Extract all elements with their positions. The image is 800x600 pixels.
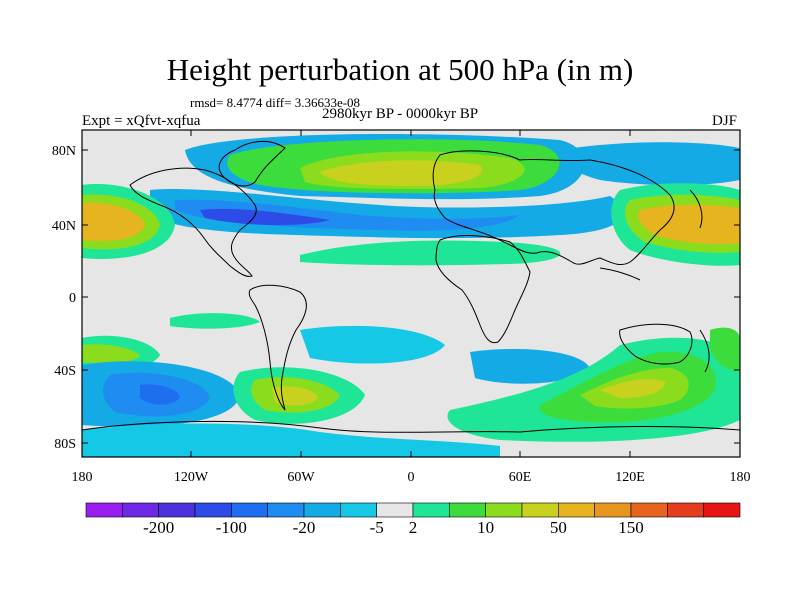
colorbar-swatch [412, 502, 450, 518]
colorbar-swatch [485, 502, 523, 518]
lon-label: 60W [287, 470, 315, 485]
colorbar-swatch [558, 502, 595, 518]
land-outline-icon [82, 141, 740, 433]
lon-label: 0 [408, 470, 415, 485]
colorbar-swatch [630, 502, 668, 518]
lat-label: 40S [54, 364, 76, 379]
lon-label: 120W [174, 470, 209, 485]
colorbar-swatch [267, 502, 305, 518]
colorbar-label: -100 [216, 518, 247, 537]
colorbar-swatch [340, 502, 377, 518]
lat-label: 40N [52, 219, 76, 234]
colorbar-swatch [667, 502, 704, 518]
colorbar-swatch [85, 502, 123, 518]
colorbar-swatch [122, 502, 159, 518]
colorbar-swatch [449, 502, 486, 518]
season-label: DJF [712, 113, 738, 129]
axis-ticks [81, 130, 741, 457]
colorbar-label: 2 [409, 518, 418, 537]
colorbar-label: -20 [293, 518, 316, 537]
colorbar-labels: -200 -100 -20 -5 2 10 50 150 [143, 518, 644, 537]
colorbar-label: -5 [370, 518, 384, 537]
lat-label: 0 [69, 291, 76, 306]
colorbar-swatch [231, 502, 268, 518]
colorbar-swatch [376, 502, 414, 518]
colorbar-label: 50 [550, 518, 567, 537]
map-title: Height perturbation at 500 hPa (in m) [166, 52, 634, 87]
colorbar-swatch [594, 502, 632, 518]
colorbar-swatch [194, 502, 232, 518]
colorbar-swatch [158, 502, 196, 518]
period-label: 2980kyr BP - 0000kyr BP [322, 106, 479, 122]
colorbar-label: 150 [618, 518, 644, 537]
colorbar-swatch [703, 502, 741, 518]
colorbar-label: -200 [143, 518, 174, 537]
lon-label: 120E [615, 470, 645, 485]
latitude-labels: 80N 40N 0 40S 80S [52, 144, 76, 452]
experiment-label: Expt = xQfvt-xqfua [82, 113, 201, 129]
lat-label: 80N [52, 144, 76, 159]
colorbar-label: 10 [477, 518, 494, 537]
lon-label: 180 [730, 470, 751, 485]
lat-label: 80S [54, 437, 76, 452]
colorbar [85, 502, 741, 518]
longitude-labels: 180 120W 60W 0 60E 120E 180 [72, 470, 751, 485]
lon-label: 180 [72, 470, 93, 485]
lon-label: 60E [509, 470, 532, 485]
stats-line: rmsd= 8.4774 diff= 3.36633e-08 [190, 95, 361, 110]
colorbar-swatch [521, 502, 559, 518]
contour-field [82, 130, 740, 457]
colorbar-swatch [303, 502, 341, 518]
